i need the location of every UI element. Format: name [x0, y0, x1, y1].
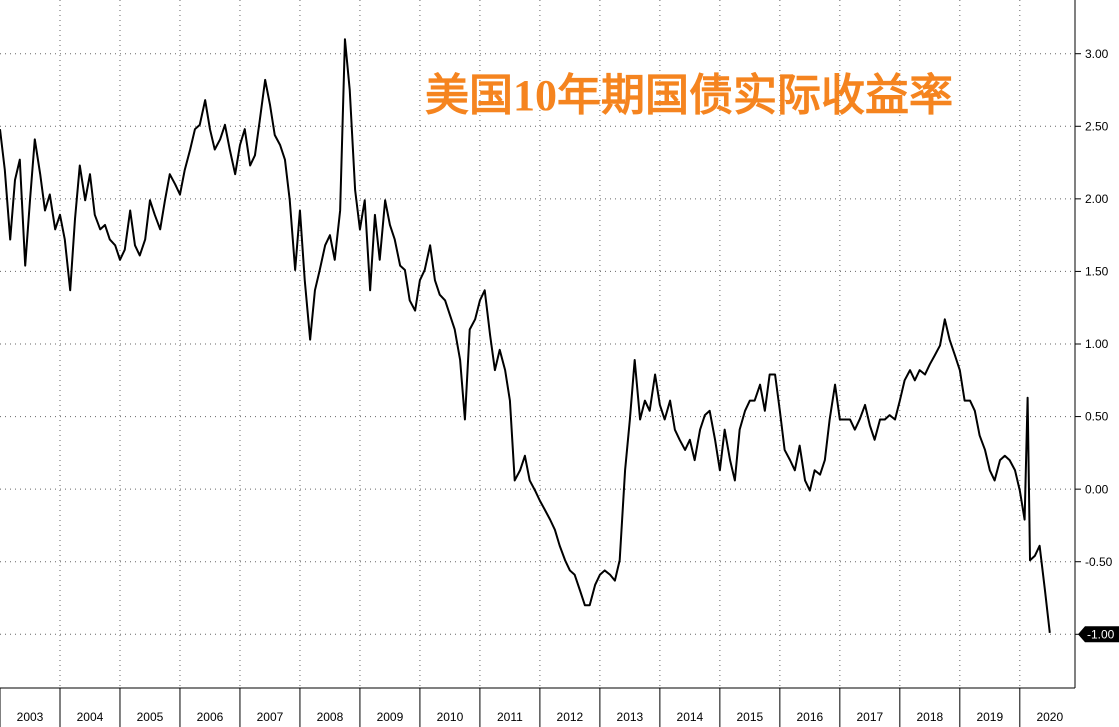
y-tick-label: 1.50 — [1085, 265, 1109, 279]
x-tick-label: 2013 — [617, 710, 644, 724]
x-tick-label: 2004 — [77, 710, 104, 724]
x-tick-label: 2006 — [197, 710, 224, 724]
y-tick-label: 2.00 — [1085, 192, 1109, 206]
x-tick-label: 2005 — [137, 710, 164, 724]
x-tick-label: 2008 — [317, 710, 344, 724]
x-tick-label: 2015 — [737, 710, 764, 724]
x-tick-label: 2009 — [377, 710, 404, 724]
x-tick-label: 2014 — [677, 710, 704, 724]
x-tick-label: 2017 — [856, 710, 883, 724]
x-tick-label: 2003 — [17, 710, 44, 724]
plot — [0, 38, 1051, 633]
y-tick-label: -1.00 — [1087, 627, 1115, 641]
x-tick-label: 2019 — [976, 710, 1003, 724]
x-tick-label: 2010 — [437, 710, 464, 724]
x-tick-label: 2012 — [557, 710, 584, 724]
x-tick-label: 2007 — [257, 710, 284, 724]
y-tick-label: 2.50 — [1085, 119, 1109, 133]
data-line — [0, 38, 1051, 633]
x-tick-label: 2016 — [796, 710, 823, 724]
y-tick-label: 1.00 — [1085, 337, 1109, 351]
chart-title: 美国10年期国债实际收益率 — [425, 71, 953, 120]
y-tick-label: 0.00 — [1085, 482, 1109, 496]
y-tick-label: 0.50 — [1085, 410, 1109, 424]
x-tick-label: 2011 — [497, 710, 523, 724]
y-tick-label: -0.50 — [1085, 555, 1113, 569]
x-tick-label: 2020 — [1036, 710, 1063, 724]
y-tick-label: 3.00 — [1085, 47, 1109, 61]
value-marker — [1078, 626, 1119, 643]
x-tick-label: 2018 — [916, 710, 943, 724]
